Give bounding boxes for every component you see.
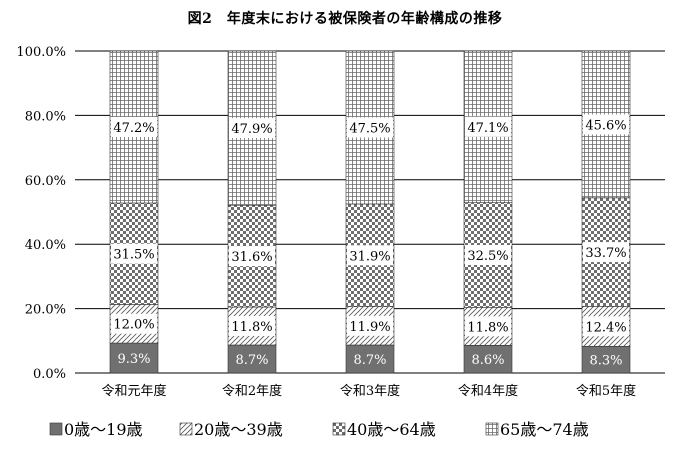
y-tick-label: 20.0% [25, 303, 66, 318]
data-label: 47.2% [113, 121, 154, 136]
data-label-box [347, 117, 393, 138]
data-label-box [229, 246, 275, 267]
data-label-box [583, 114, 629, 135]
data-label-box [347, 245, 393, 266]
chart-title: 図2 年度末における被保険者の年齢構成の推移 [187, 11, 503, 27]
data-label-box [111, 116, 157, 137]
data-label-box [465, 116, 511, 137]
data-label: 47.9% [231, 122, 272, 137]
y-tick-label: 80.0% [25, 109, 66, 124]
legend-label: 20歳～39歳 [194, 420, 283, 439]
data-label: 8.7% [235, 353, 268, 368]
data-label: 11.8% [467, 320, 508, 335]
data-label-box [465, 316, 511, 337]
bar-segment [581, 345, 631, 374]
bar-segment [109, 342, 159, 374]
legend-label: 40歳～64歳 [347, 420, 436, 439]
y-tick-label: 60.0% [25, 174, 66, 189]
data-label: 12.4% [585, 320, 626, 335]
legend-swatch [485, 422, 499, 436]
y-tick-label: 40.0% [25, 238, 66, 253]
legend-label: 0歳～19歳 [64, 420, 143, 439]
data-label: 33.7% [585, 246, 626, 261]
x-category-label: 令和3年度 [340, 383, 400, 399]
x-category-label: 令和元年度 [101, 383, 166, 399]
legend-swatch [179, 422, 193, 436]
bar-segment [227, 344, 277, 374]
data-label: 8.3% [589, 354, 622, 369]
data-label-box [465, 244, 511, 265]
data-label: 31.6% [231, 250, 272, 265]
data-label: 12.0% [113, 318, 154, 333]
x-category-label: 令和4年度 [458, 383, 518, 399]
data-label-box [347, 315, 393, 336]
data-label: 11.9% [349, 320, 390, 335]
data-label: 32.5% [467, 249, 508, 264]
legend-label: 65歳～74歳 [500, 420, 589, 439]
y-tick-label: 0.0% [33, 367, 66, 382]
data-label: 31.9% [349, 249, 390, 264]
data-label: 47.5% [349, 121, 390, 136]
y-tick-label: 100.0% [16, 45, 66, 60]
data-label-box [229, 118, 275, 139]
data-label: 11.8% [231, 320, 272, 335]
data-label-box [111, 313, 157, 334]
data-label: 8.6% [471, 353, 504, 368]
data-label-box [229, 315, 275, 336]
data-label-box [111, 243, 157, 264]
data-label: 47.1% [467, 121, 508, 136]
data-label-box [583, 242, 629, 263]
data-label: 9.3% [117, 352, 150, 367]
legend-swatch [332, 422, 346, 436]
data-label: 45.6% [585, 118, 626, 133]
x-category-label: 令和2年度 [222, 383, 282, 399]
bar-segment [463, 345, 513, 374]
data-label-box [583, 316, 629, 337]
data-label: 31.5% [113, 248, 154, 263]
data-label: 8.7% [353, 353, 386, 368]
legend-swatch [49, 422, 63, 436]
x-category-label: 令和5年度 [576, 383, 636, 399]
